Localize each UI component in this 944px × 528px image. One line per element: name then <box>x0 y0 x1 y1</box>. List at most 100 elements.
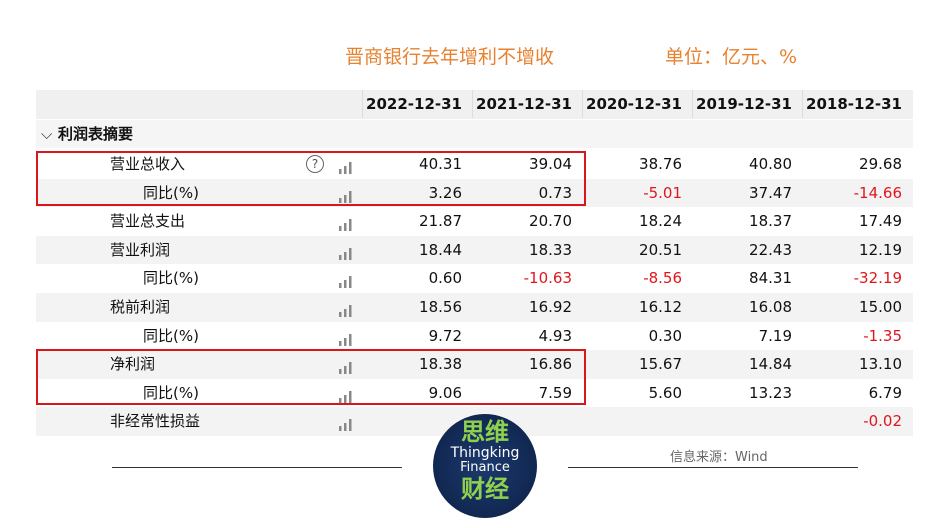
bar-icon <box>339 159 353 174</box>
divider <box>568 467 858 468</box>
section-row <box>36 120 913 148</box>
logo-text: 思维 <box>461 418 509 446</box>
divider <box>112 467 402 468</box>
row-bg <box>36 178 913 208</box>
logo-text: 财经 <box>461 475 509 503</box>
column-header: 2020-12-31 <box>582 90 692 118</box>
bar-icon <box>339 302 353 317</box>
highlight-box <box>36 349 586 405</box>
cell-value: 18.56 <box>419 298 462 316</box>
section-label: 利润表摘要 <box>58 125 134 143</box>
cell-value: -1.35 <box>863 326 902 345</box>
cell-value: 20.51 <box>639 240 682 259</box>
source: 信息来源：Wind <box>670 450 768 465</box>
bar-icon <box>339 245 353 260</box>
cell-value: 18.44 <box>419 240 462 259</box>
cell-value: 9.06 <box>428 383 462 402</box>
cell-value: 15.67 <box>639 355 682 374</box>
cell-value: 5.60 <box>648 383 682 402</box>
highlight-box <box>36 151 586 206</box>
row-label: 同比(%) <box>143 183 199 202</box>
cell-value: 7.59 <box>538 383 572 402</box>
cell-value: 37.47 <box>749 183 792 202</box>
cell-value: 16.92 <box>529 298 572 316</box>
row-label: 同比(%) <box>143 383 199 402</box>
cell-value: 18.37 <box>749 212 792 231</box>
cell-value: 3.26 <box>428 183 462 202</box>
cell-value: 18.33 <box>529 240 572 259</box>
row-bg <box>36 150 913 179</box>
logo: 思维 Thingking Finance 财经 <box>433 414 537 518</box>
cell-value: 22.43 <box>749 240 792 259</box>
cell-value: 18.24 <box>639 212 682 231</box>
cell-value: 0.73 <box>538 183 572 202</box>
cell-value: 13.23 <box>749 383 792 402</box>
cell-value: 18.38 <box>419 355 462 374</box>
row-label: 同比(%) <box>143 269 199 288</box>
cell-value: 16.08 <box>749 298 792 316</box>
cell-value: 17.49 <box>859 212 902 231</box>
header-row <box>36 90 913 119</box>
cell-value: 29.68 <box>859 155 902 173</box>
cell-value: 6.79 <box>868 383 902 402</box>
column-header: 2021-12-31 <box>472 90 582 118</box>
cell-value: -8.56 <box>643 269 682 288</box>
cell-value <box>582 407 692 435</box>
bar-icon <box>339 216 353 232</box>
row-bg <box>36 378 913 408</box>
bar-icon <box>339 273 353 289</box>
row-label: 净利润 <box>110 355 156 374</box>
cell-value: 20.70 <box>529 212 572 231</box>
logo-text: Thingking <box>450 445 520 461</box>
cell-value: 16.12 <box>639 298 682 316</box>
cell-value <box>692 407 802 435</box>
cell-value: 12.19 <box>859 240 902 259</box>
cell-value: 4.93 <box>538 326 572 345</box>
cell-value: 7.19 <box>758 326 792 345</box>
cell-value: 40.31 <box>419 155 462 173</box>
row-bg <box>36 350 913 379</box>
row-label: 非经常性损益 <box>110 412 201 431</box>
bar-icon <box>339 188 353 203</box>
row-label: 营业利润 <box>110 240 171 259</box>
row-bg <box>36 207 913 236</box>
row-bg <box>36 293 913 322</box>
row-label: 税前利润 <box>110 298 171 316</box>
cell-value: 21.87 <box>419 212 462 231</box>
bar-icon <box>339 331 353 346</box>
cell-value: -14.66 <box>853 183 902 202</box>
cell-value: 40.80 <box>749 155 792 173</box>
help-icon: ? <box>306 155 324 173</box>
cell-value: 84.31 <box>749 269 792 288</box>
row-label: 同比(%) <box>143 326 199 345</box>
bar-icon <box>339 388 353 403</box>
cell-value: -0.02 <box>863 412 902 431</box>
cell-value: 39.04 <box>529 155 572 173</box>
cell-value: 14.84 <box>749 355 792 374</box>
cell-value: 0.60 <box>428 269 462 288</box>
cell-value: 13.10 <box>859 355 902 374</box>
row-bg <box>36 264 913 293</box>
column-header: 2018-12-31 <box>802 90 912 118</box>
cell-value: 16.86 <box>529 355 572 374</box>
cell-value: 15.00 <box>859 298 902 316</box>
bar-icon <box>339 416 353 432</box>
table: 2022-12-31 2021-12-31 2020-12-31 2019-12-31… <box>36 90 913 436</box>
column-header: 2022-12-31 <box>362 90 472 118</box>
cell-value: 9.72 <box>428 326 462 345</box>
cell-value: -32.19 <box>853 269 902 288</box>
column-header: 2019-12-31 <box>692 90 802 118</box>
row-bg <box>36 321 913 351</box>
cell-value: -10.63 <box>523 269 572 288</box>
title: 晋商银行去年增利不增收 <box>345 46 555 68</box>
cell-value: 0.30 <box>648 326 682 345</box>
chevron: ⌵ <box>41 125 53 143</box>
row-label: 营业总支出 <box>110 212 186 231</box>
unit: 单位：亿元、% <box>665 46 798 68</box>
logo-text: Finance <box>460 460 510 475</box>
row-label: 营业总收入 <box>110 155 186 173</box>
cell-value: -5.01 <box>643 183 682 202</box>
row-bg <box>36 235 913 265</box>
bar-icon <box>339 359 353 375</box>
